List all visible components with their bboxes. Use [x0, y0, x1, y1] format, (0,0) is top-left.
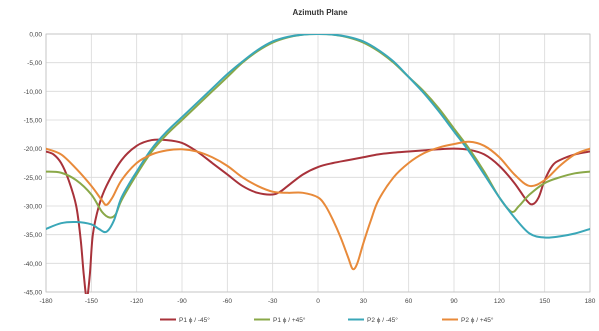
x-axis-ticks: -180 -150 -120 -90 -60 -30 0 30 60 90 120 150 180 — [39, 298, 595, 305]
x-tick-label: -90 — [177, 298, 187, 305]
y-tick-label: -5,00 — [27, 60, 42, 67]
y-axis-ticks: 0,00 -5,00 -10,00 -15,00 -20,00 -25,00 -30,00 -… — [24, 32, 43, 297]
y-tick-label: -10,00 — [24, 89, 43, 96]
x-tick-label: -150 — [85, 298, 98, 305]
chart-title: Azimuth Plane — [292, 8, 348, 17]
y-tick-label: -20,00 — [24, 146, 43, 153]
series-line-3 — [46, 34, 590, 239]
x-tick-label: -30 — [268, 298, 278, 305]
y-tick-label: -40,00 — [24, 261, 43, 268]
x-tick-label: 120 — [494, 298, 505, 305]
series-lines — [46, 34, 590, 294]
grid — [45, 33, 591, 293]
x-tick-label: -180 — [39, 298, 52, 305]
x-tick-label: 60 — [405, 298, 413, 305]
legend-label-1: P1 ϕ / -45° — [179, 316, 210, 324]
y-tick-label: 0,00 — [29, 32, 42, 39]
x-tick-label: 90 — [450, 298, 458, 305]
y-tick-label: -15,00 — [24, 118, 43, 125]
series-line-4 — [46, 140, 590, 271]
legend-label-4: P2 ϕ / +45° — [461, 316, 494, 324]
y-tick-label: -45,00 — [24, 290, 43, 297]
series-line-1 — [46, 138, 590, 294]
x-tick-label: 30 — [360, 298, 368, 305]
y-tick-label: -25,00 — [24, 175, 43, 182]
x-tick-label: -120 — [130, 298, 143, 305]
x-tick-label: -60 — [223, 298, 233, 305]
legend-label-2: P1 ϕ / +45° — [273, 316, 306, 324]
x-tick-label: 150 — [539, 298, 550, 305]
y-tick-label: -30,00 — [24, 204, 43, 211]
legend-label-3: P2 ϕ / -45° — [367, 316, 398, 324]
x-tick-label: 0 — [316, 298, 320, 305]
y-tick-label: -35,00 — [24, 232, 43, 239]
legend: P1 ϕ / -45° P1 ϕ / +45° P2 ϕ / -45° P2 ϕ / … — [160, 316, 494, 324]
x-tick-label: 180 — [585, 298, 596, 305]
